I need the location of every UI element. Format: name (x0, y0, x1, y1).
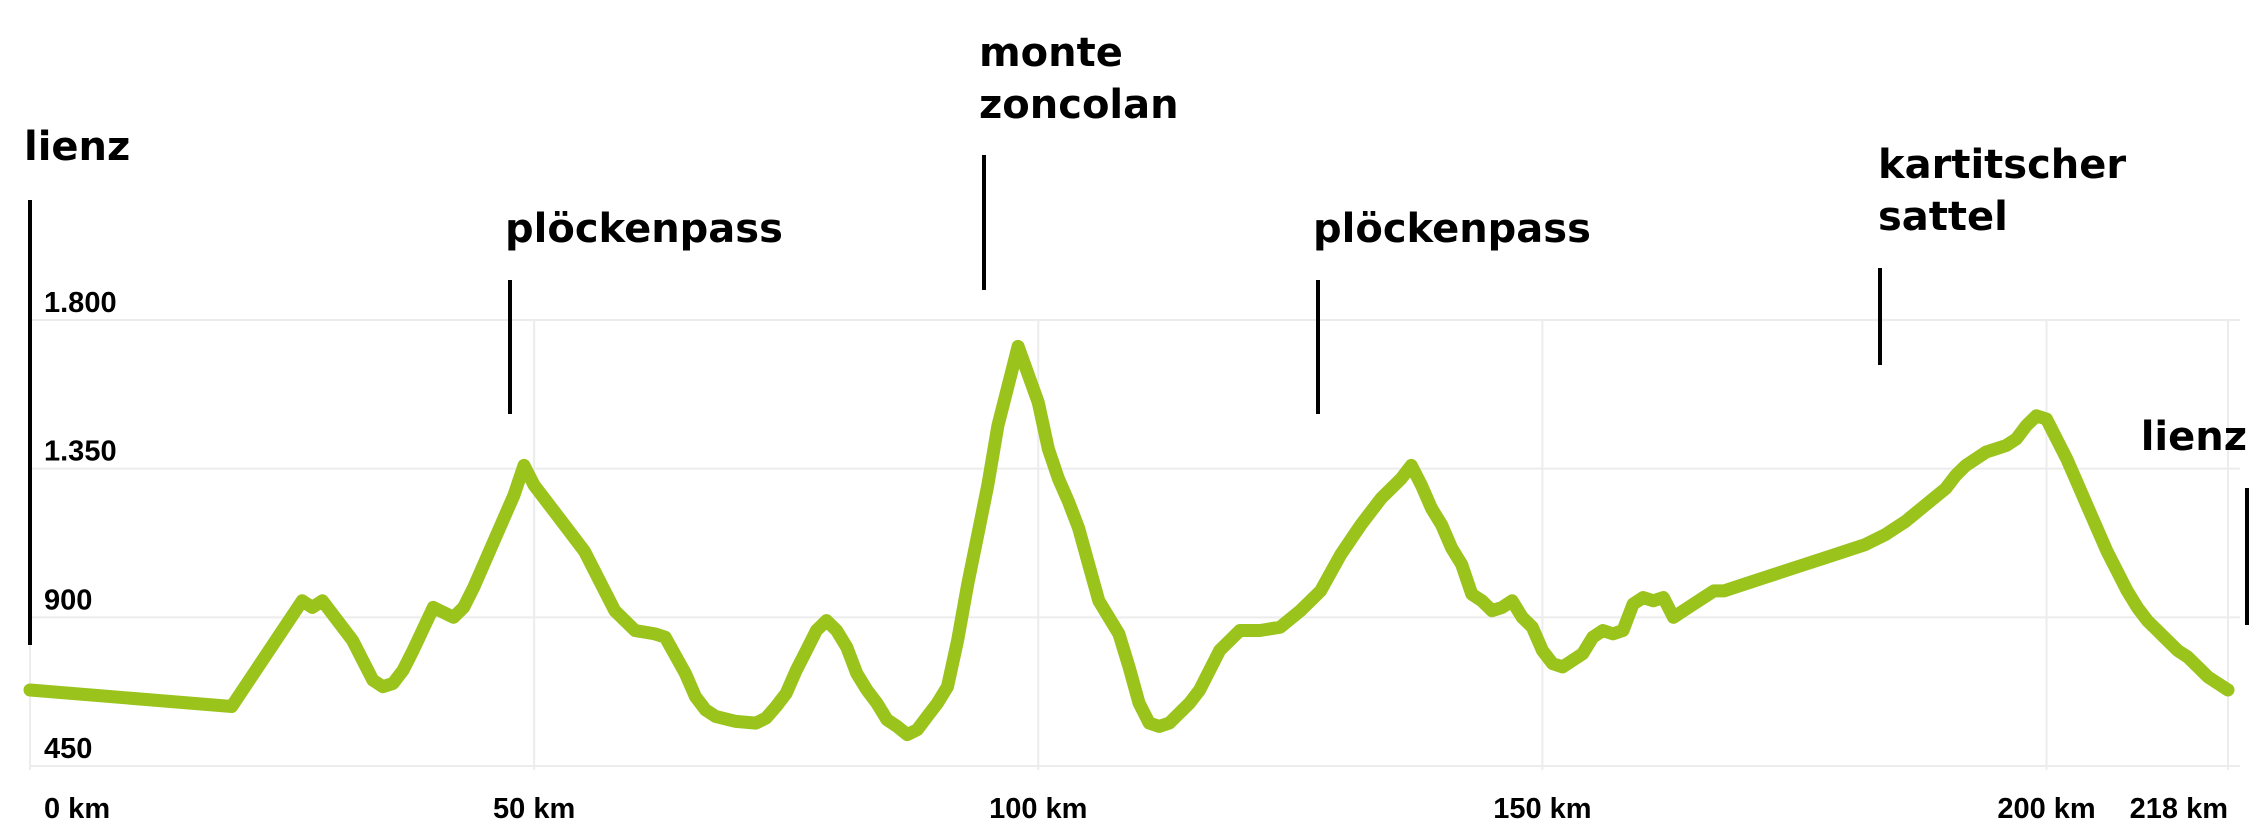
peak-label: lienz (24, 124, 130, 170)
y-tick-label: 450 (44, 733, 92, 765)
peak-label: plöckenpass (505, 206, 783, 252)
peak-markers (28, 155, 2249, 645)
x-tick-label: 50 km (493, 793, 575, 825)
peak-label: monte zoncolan (979, 30, 1179, 128)
y-axis-ticks: 450 900 1.350 1.800 (44, 287, 117, 765)
x-axis-ticks: 0 km 50 km 100 km 150 km 200 km 218 km (44, 793, 2228, 825)
y-tick-label: 900 (44, 584, 92, 616)
peak-label: kartitscher sattel (1878, 142, 2126, 240)
x-tick-label: 218 km (2130, 793, 2228, 825)
x-tick-label: 200 km (1997, 793, 2095, 825)
x-tick-label: 0 km (44, 793, 110, 825)
x-tick-label: 150 km (1493, 793, 1591, 825)
peak-labels: lienz plöckenpass monte zoncolan plöckenpass… (24, 30, 2247, 460)
peak-label: lienz (2141, 414, 2247, 460)
y-tick-label: 1.800 (44, 287, 117, 319)
y-tick-label: 1.350 (44, 436, 117, 468)
peak-label: plöckenpass (1313, 206, 1591, 252)
elevation-line (23, 339, 2235, 742)
x-tick-label: 100 km (989, 793, 1087, 825)
